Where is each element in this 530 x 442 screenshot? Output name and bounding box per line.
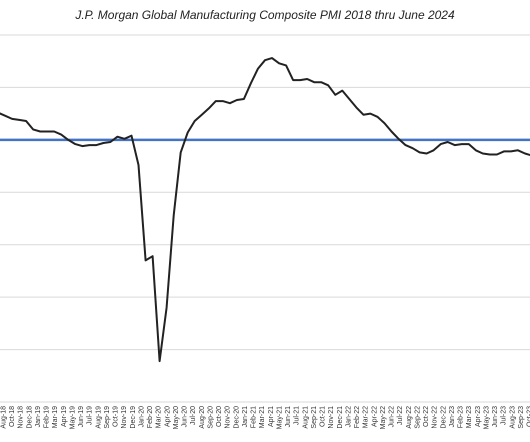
x-tick-label: Jul-19 [87,406,94,425]
chart-title: J.P. Morgan Global Manufacturing Composi… [75,8,455,22]
x-tick-label: Jul-23 [501,406,508,425]
x-tick-label: Nov-19 [121,406,128,429]
x-tick-label: Jun-21 [285,406,292,428]
x-tick-label: Oct-23 [527,406,530,427]
x-tick-label: Nov-18 [18,406,25,429]
x-tick-label: Sep-22 [414,406,421,429]
x-tick-label: Jun-23 [492,406,499,428]
x-tick-label: Oct-21 [320,406,327,427]
x-tick-label: Dec-18 [26,406,33,429]
x-tick-label: Jun-20 [182,406,189,428]
x-tick-label: May-20 [173,406,180,429]
x-tick-label: Oct-18 [9,406,16,427]
x-tick-label: Aug-23 [509,406,516,429]
x-tick-label: Mar-20 [156,406,163,428]
x-tick-label: Aug-20 [199,406,206,429]
x-tick-label: Jan-21 [242,406,249,428]
x-tick-label: Sep-23 [518,406,525,429]
x-tick-label: Mar-19 [52,406,59,428]
series-group [0,57,530,363]
x-tick-label: Apr-20 [164,406,171,427]
x-tick-label: Feb-19 [44,406,51,428]
pmi-series-line [0,57,530,363]
x-tick-label: Apr-21 [268,406,275,427]
x-tick-label: Feb-20 [147,406,154,428]
x-tick-label: Jun-19 [78,406,85,428]
x-tick-label: Mar-22 [363,406,370,428]
x-tick-label: Jul-22 [397,406,404,425]
x-tick-label: Dec-21 [337,406,344,429]
x-tick-label: Dec-20 [233,406,240,429]
x-tick-label: May-22 [380,406,387,429]
x-tick-label: Sep-20 [208,406,215,429]
x-tick-label: Oct-20 [216,406,223,427]
gridlines [0,34,530,403]
x-tick-label: Jan-22 [345,406,352,428]
x-tick-label: Nov-20 [225,406,232,429]
x-tick-label: Apr-22 [371,406,378,427]
x-tick-label: Mar-23 [466,406,473,428]
x-tick-label: Dec-19 [130,406,137,429]
x-tick-label: Aug-19 [95,406,102,429]
x-tick-label: Sep-21 [311,406,318,429]
x-tick-label: Apr-19 [61,406,68,427]
x-tick-label: Mar-21 [259,406,266,428]
x-tick-labels: Aug-18 Oct-18 Nov-18 Dec-18 Jan-19 Feb-19 Mar-… [1,406,530,429]
x-tick-label: Apr-23 [475,406,482,427]
x-tick-label: Feb-21 [251,406,258,428]
x-tick-label: Nov-21 [328,406,335,429]
x-tick-label: Jun-22 [389,406,396,428]
x-tick-label: Nov-22 [432,406,439,429]
x-tick-label: May-21 [276,406,283,429]
x-tick-label: May-19 [70,406,77,429]
x-tick-label: Oct-22 [423,406,430,427]
x-tick-label: Jul-20 [190,406,197,425]
x-tick-label: Aug-22 [406,406,413,429]
x-tick-label: Jan-19 [35,406,42,428]
x-tick-label: Feb-22 [354,406,361,428]
x-tick-label: Jan-23 [449,406,456,428]
x-tick-label: Jul-21 [294,406,301,425]
x-tick-label: Oct-19 [113,406,120,427]
x-tick-label: Aug-21 [302,406,309,429]
x-tick-label: Jan-20 [139,406,146,428]
x-tick-label: Sep-19 [104,406,111,429]
x-tick-label: May-23 [483,406,490,429]
x-tick-label: Feb-23 [458,406,465,428]
x-tick-label: Aug-18 [1,406,8,429]
x-tick-label: Dec-22 [440,406,447,429]
